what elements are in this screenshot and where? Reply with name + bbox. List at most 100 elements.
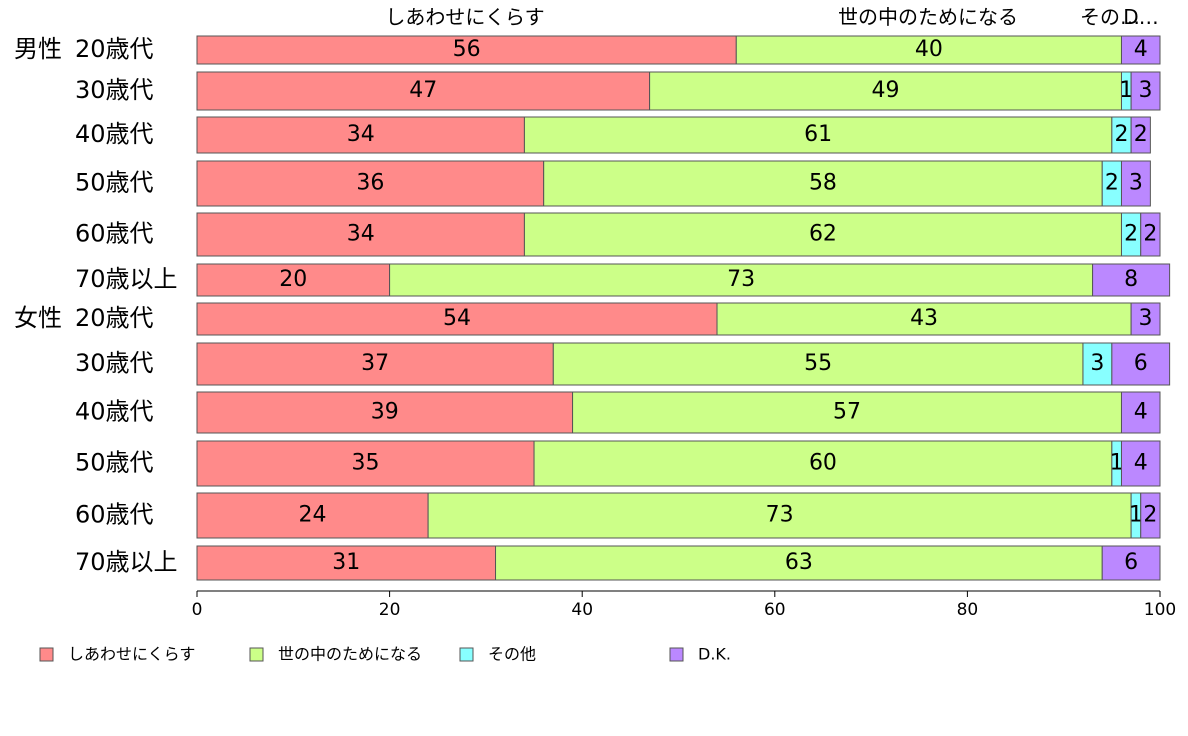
data-label: 3 xyxy=(1129,171,1143,196)
bar-segment xyxy=(196,545,497,581)
category-label: 20歳代 xyxy=(75,35,154,63)
bar-segment xyxy=(1111,342,1171,386)
bar-segment xyxy=(196,302,718,336)
data-label: 8 xyxy=(1124,267,1138,292)
data-label: 6 xyxy=(1124,550,1138,575)
data-label: 3 xyxy=(1139,78,1153,103)
data-label: 35 xyxy=(352,451,380,476)
bar-segment xyxy=(1092,263,1171,297)
category-label: 40歳代 xyxy=(75,120,154,148)
data-label: 31 xyxy=(332,550,360,575)
header-label: D… xyxy=(1123,5,1158,29)
category-label: 50歳代 xyxy=(75,449,154,477)
bar-segment xyxy=(389,263,1094,297)
header-label: その… xyxy=(1080,5,1140,29)
data-label: 47 xyxy=(409,78,437,103)
legend-swatch xyxy=(459,647,474,662)
category-label: 30歳代 xyxy=(75,349,154,377)
data-label: 3 xyxy=(1090,351,1104,376)
data-label: 62 xyxy=(809,222,837,247)
x-tick-label: 40 xyxy=(571,600,593,620)
category-label: 60歳代 xyxy=(75,501,154,529)
data-label: 6 xyxy=(1134,351,1148,376)
bar-segment xyxy=(1101,545,1161,581)
data-label: 58 xyxy=(809,171,837,196)
data-label: 73 xyxy=(766,503,794,528)
legend-swatch xyxy=(669,647,684,662)
bar-segment xyxy=(533,440,1113,487)
data-label: 24 xyxy=(299,503,327,528)
bar-segment xyxy=(552,342,1084,386)
bar-segment xyxy=(572,391,1122,434)
bar-segment xyxy=(1120,440,1161,487)
bar-segment xyxy=(196,391,574,434)
x-tick-label: 100 xyxy=(1144,600,1176,620)
bar-segment xyxy=(196,35,737,65)
x-tick-label: 60 xyxy=(764,600,786,620)
x-tick-label: 80 xyxy=(957,600,979,620)
data-label: 36 xyxy=(356,171,384,196)
data-label: 2 xyxy=(1114,122,1128,147)
bar-segment xyxy=(1130,116,1151,154)
data-label: 34 xyxy=(347,222,375,247)
bar-segment xyxy=(1140,212,1161,257)
data-label: 49 xyxy=(872,78,900,103)
bar-segment xyxy=(196,492,429,539)
category-label: 70歳以上 xyxy=(75,548,178,576)
bar-segment xyxy=(196,71,651,111)
bar-segment xyxy=(523,116,1113,154)
bar-segment xyxy=(196,263,391,297)
data-label: 2 xyxy=(1143,222,1157,247)
data-label: 37 xyxy=(361,351,389,376)
data-label: 20 xyxy=(279,267,307,292)
legend-label: 世の中のためになる xyxy=(278,645,422,664)
group-label: 男性 xyxy=(14,35,62,63)
x-tick-label: 20 xyxy=(379,600,401,620)
bar-segment xyxy=(1130,71,1161,111)
data-label: 55 xyxy=(804,351,832,376)
bar-segment xyxy=(1082,342,1113,386)
data-label: 43 xyxy=(910,306,938,331)
data-label: 4 xyxy=(1134,451,1148,476)
category-label: 30歳代 xyxy=(75,76,154,104)
bar-segment xyxy=(1120,391,1161,434)
bar-segment xyxy=(196,440,535,487)
bar-segment xyxy=(543,160,1103,207)
category-label: 70歳以上 xyxy=(75,265,178,293)
bar-segment xyxy=(196,342,554,386)
bar-segment xyxy=(735,35,1122,65)
category-label: 40歳代 xyxy=(75,398,154,426)
bar-segment xyxy=(523,212,1122,257)
data-label: 2 xyxy=(1105,171,1119,196)
category-label: 20歳代 xyxy=(75,304,154,332)
legend-label: しあわせにくらす xyxy=(68,645,195,664)
header-label: しあわせにくらす xyxy=(385,5,544,29)
data-label: 60 xyxy=(809,451,837,476)
data-label: 4 xyxy=(1134,400,1148,425)
group-label: 女性 xyxy=(14,304,62,332)
data-label: 2 xyxy=(1143,503,1157,528)
data-label: 1 xyxy=(1110,451,1124,476)
legend-label: その他 xyxy=(488,645,536,664)
bar-segment xyxy=(196,212,525,257)
data-label: 39 xyxy=(371,400,399,425)
header-label: 世の中のためになる xyxy=(838,5,1018,29)
data-label: 57 xyxy=(833,400,861,425)
category-label: 50歳代 xyxy=(75,169,154,197)
data-label: 54 xyxy=(443,306,471,331)
data-label: 2 xyxy=(1124,222,1138,247)
x-tick-label: 0 xyxy=(192,600,203,620)
data-label: 56 xyxy=(453,37,481,62)
data-label: 3 xyxy=(1139,306,1153,331)
data-label: 4 xyxy=(1134,37,1148,62)
bar-segment xyxy=(649,71,1122,111)
bar-segment xyxy=(1120,35,1161,65)
category-label: 60歳代 xyxy=(75,220,154,248)
data-label: 63 xyxy=(785,550,813,575)
legend-label: D.K. xyxy=(698,645,731,664)
data-label: 2 xyxy=(1134,122,1148,147)
bar-segment xyxy=(196,116,525,154)
data-label: 73 xyxy=(727,267,755,292)
data-label: 34 xyxy=(347,122,375,147)
